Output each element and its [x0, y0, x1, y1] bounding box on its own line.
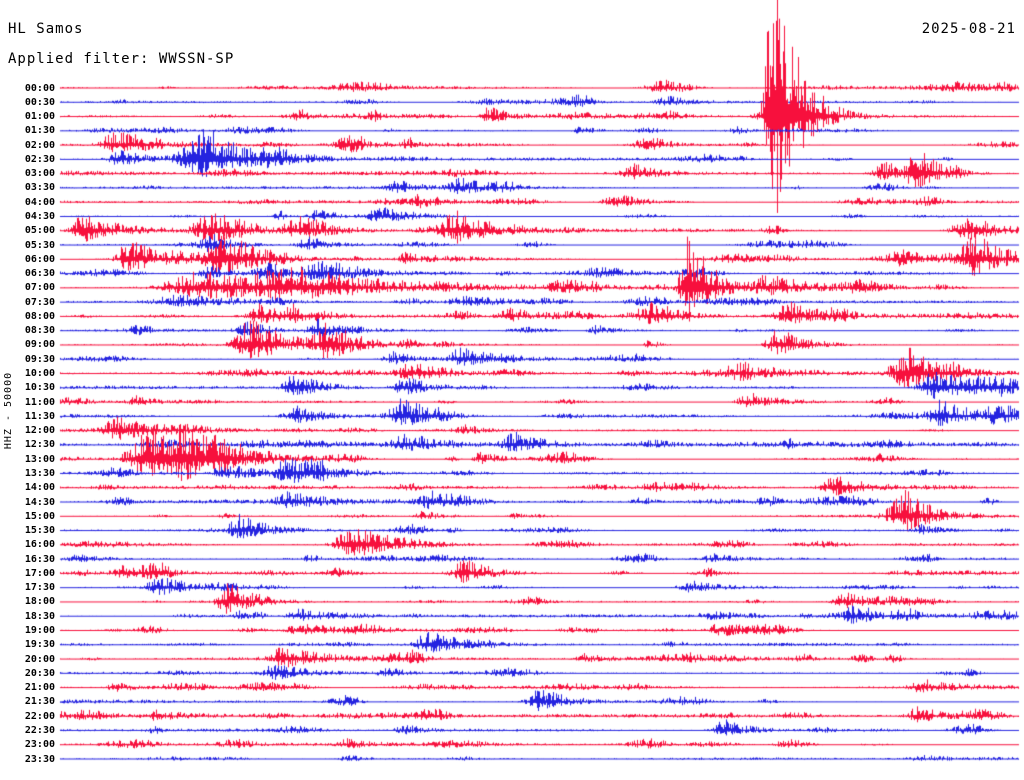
time-label-0200: 02:00 — [24, 139, 55, 151]
time-label-1230: 12:30 — [24, 439, 55, 451]
time-label-1700: 17:00 — [24, 567, 55, 579]
time-label-0400: 04:00 — [24, 196, 55, 208]
time-label-0430: 04:30 — [24, 210, 55, 222]
time-label-1130: 11:30 — [24, 410, 55, 422]
time-label-0030: 00:30 — [24, 96, 55, 108]
time-label-2230: 22:30 — [24, 724, 55, 736]
time-label-1800: 18:00 — [24, 596, 55, 608]
time-label-1300: 13:00 — [24, 453, 55, 465]
time-label-1500: 15:00 — [24, 510, 55, 522]
time-label-2100: 21:00 — [24, 682, 55, 694]
time-label-1530: 15:30 — [24, 525, 55, 537]
time-label-0100: 01:00 — [24, 111, 55, 123]
time-label-1100: 11:00 — [24, 396, 55, 408]
time-label-2200: 22:00 — [24, 710, 55, 722]
time-label-0500: 05:00 — [24, 225, 55, 237]
time-label-0330: 03:30 — [24, 182, 55, 194]
time-label-0000: 00:00 — [24, 82, 55, 94]
time-label-0800: 08:00 — [24, 310, 55, 322]
time-label-1200: 12:00 — [24, 425, 55, 437]
time-label-1000: 10:00 — [24, 368, 55, 380]
time-label-1030: 10:30 — [24, 382, 55, 394]
time-label-0600: 06:00 — [24, 253, 55, 265]
time-label-0300: 03:00 — [24, 168, 55, 180]
time-label-2000: 20:00 — [24, 653, 55, 665]
time-label-0900: 09:00 — [24, 339, 55, 351]
time-label-0930: 09:30 — [24, 353, 55, 365]
time-label-1430: 14:30 — [24, 496, 55, 508]
time-label-2030: 20:30 — [24, 667, 55, 679]
time-label-0630: 06:30 — [24, 268, 55, 280]
time-label-1830: 18:30 — [24, 610, 55, 622]
time-label-1730: 17:30 — [24, 582, 55, 594]
time-label-2130: 21:30 — [24, 696, 55, 708]
time-label-0230: 02:30 — [24, 153, 55, 165]
time-label-2330: 23:30 — [24, 753, 55, 765]
time-label-0530: 05:30 — [24, 239, 55, 251]
time-label-1400: 14:00 — [24, 482, 55, 494]
time-label-0700: 07:00 — [24, 282, 55, 294]
time-label-1900: 19:00 — [24, 625, 55, 636]
time-label-1930: 19:30 — [24, 639, 55, 651]
time-label-0130: 01:30 — [24, 125, 55, 137]
time-label-0730: 07:30 — [24, 296, 55, 308]
time-label-1630: 16:30 — [24, 553, 55, 565]
time-label-0830: 08:30 — [24, 325, 55, 337]
time-label-2300: 23:00 — [24, 739, 55, 751]
time-label-1330: 13:30 — [24, 467, 55, 479]
time-label-1600: 16:00 — [24, 539, 55, 551]
